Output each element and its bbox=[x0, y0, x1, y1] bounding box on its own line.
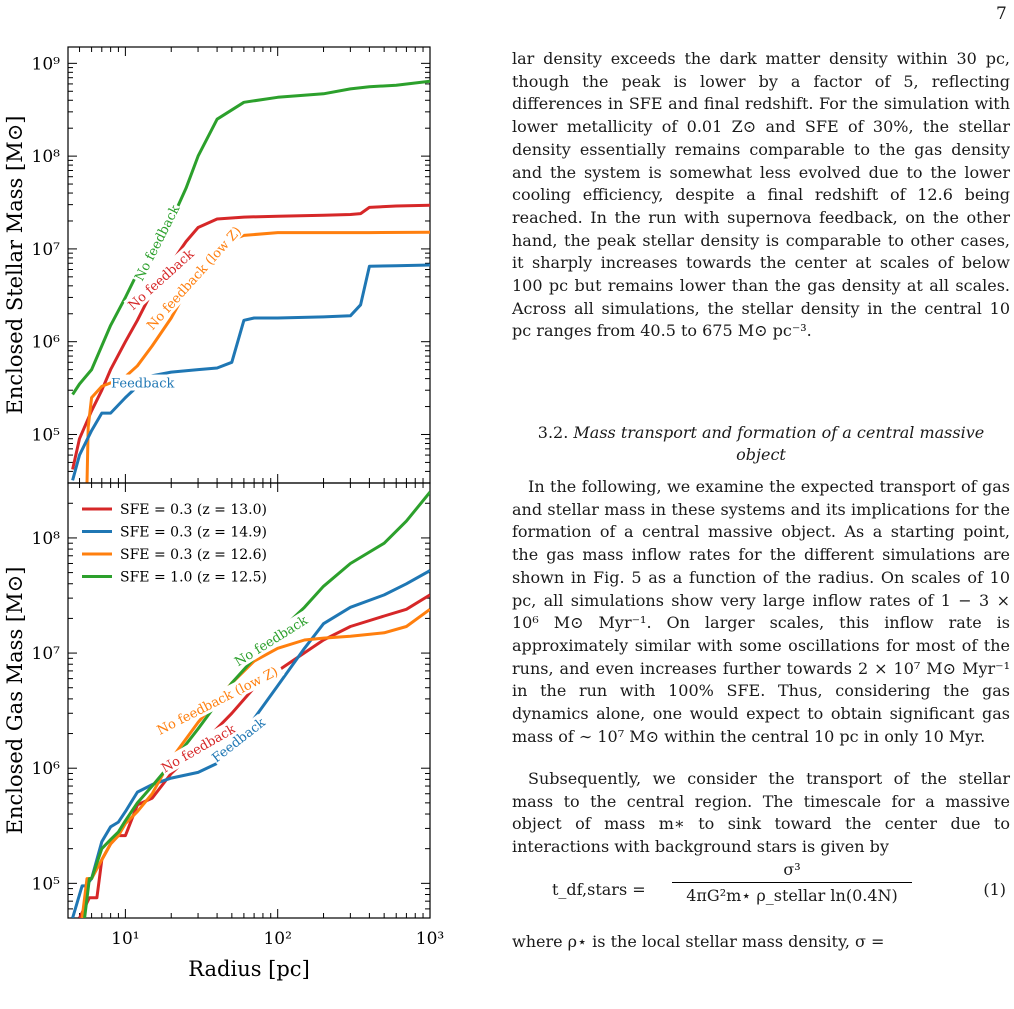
equation-numerator: σ³ bbox=[783, 860, 801, 879]
y-tick-label: 10⁷ bbox=[32, 644, 61, 664]
stellar-mass-panel: 10⁵ 10⁶ 10⁷ 10⁸ 10⁹ Enclosed Stellar Mass [M⊙… bbox=[3, 46, 431, 484]
equation-1: t_df,stars = σ³ 4πG²m⋆ ρ_stellar ln(0.4N… bbox=[512, 860, 1010, 920]
page-number: 7 bbox=[996, 4, 1007, 24]
series-line-orange bbox=[85, 230, 430, 483]
series-line-blue bbox=[71, 569, 430, 918]
equation-fraction: σ³ 4πG²m⋆ ρ_stellar ln(0.4N) bbox=[672, 860, 912, 905]
section-heading: 3.2. Mass transport and formation of a c… bbox=[512, 422, 1010, 466]
section-number: 3.2. bbox=[537, 423, 569, 442]
curve-label-bg bbox=[208, 713, 269, 766]
series-line-blue bbox=[71, 263, 430, 481]
curve-label-text: Feedback bbox=[111, 377, 174, 392]
y-tick-label: 10⁶ bbox=[32, 759, 61, 779]
curve-label-bg bbox=[130, 201, 183, 285]
equation-denominator: 4πG²m⋆ ρ_stellar ln(0.4N) bbox=[672, 882, 912, 905]
curve-label-bg bbox=[139, 219, 248, 337]
curve-label-bg bbox=[157, 719, 239, 777]
series-line-green bbox=[71, 79, 430, 396]
y-tick-label: 10⁷ bbox=[32, 240, 61, 260]
x-tick-label: 10¹ bbox=[111, 929, 139, 949]
y-tick-label: 10⁸ bbox=[32, 147, 61, 167]
curve-label-bg bbox=[123, 244, 198, 314]
legend-entry: SFE = 0.3 (z = 13.0) bbox=[120, 502, 267, 518]
y-tick-label: 10⁹ bbox=[32, 54, 61, 74]
equation-number: (1) bbox=[983, 880, 1006, 899]
curve-label-bg bbox=[149, 660, 285, 740]
series-line-red bbox=[71, 203, 430, 470]
y-axis-label: Enclosed Stellar Mass [M⊙] bbox=[3, 116, 27, 415]
legend-entry: SFE = 0.3 (z = 12.6) bbox=[120, 547, 267, 563]
legend-entry: SFE = 1.0 (z = 12.5) bbox=[120, 570, 267, 586]
paragraph-tail: where ρ⋆ is the local stellar mass densi… bbox=[512, 932, 885, 951]
series-line-green bbox=[83, 491, 430, 918]
series-line-orange bbox=[80, 608, 430, 918]
paragraph-1: lar density exceeds the dark matter dens… bbox=[512, 49, 1010, 341]
series-group bbox=[71, 491, 430, 918]
y-tick-label: 10⁵ bbox=[32, 874, 61, 894]
legend: SFE = 0.3 (z = 13.0) SFE = 0.3 (z = 14.9)… bbox=[82, 502, 267, 586]
curve-label-bg bbox=[230, 610, 312, 670]
curve-label: Feedback bbox=[110, 374, 175, 392]
figure-svg: 10⁵ 10⁶ 10⁷ 10⁸ 10⁹ Enclosed Stellar Mass [M⊙… bbox=[3, 46, 444, 981]
y-tick-label: 10⁸ bbox=[32, 529, 61, 549]
curve-label-bg bbox=[110, 374, 175, 391]
y-tick-label: 10⁵ bbox=[32, 425, 61, 445]
y-tick-label: 10⁶ bbox=[32, 333, 61, 353]
section-title: Mass transport and formation of a centra… bbox=[573, 423, 985, 464]
paragraph-2: In the following, we examine the expecte… bbox=[512, 477, 1010, 746]
series-group bbox=[71, 79, 430, 483]
gas-mass-panel: 10⁵ 10⁶ 10⁷ 10⁸ 10¹ 10² 10³ Enclosed Gas Mass [… bbox=[3, 482, 444, 981]
x-tick-label: 10² bbox=[263, 929, 291, 949]
plot-frame bbox=[67, 482, 431, 919]
legend-entry: SFE = 0.3 (z = 14.9) bbox=[120, 525, 267, 541]
y-axis-label: Enclosed Gas Mass [M⊙] bbox=[3, 567, 27, 835]
x-axis-label: Radius [pc] bbox=[188, 957, 310, 981]
paragraph-3: Subsequently, we consider the transport … bbox=[512, 769, 1010, 857]
x-tick-label: 10³ bbox=[416, 929, 444, 949]
figure: 10⁵ 10⁶ 10⁷ 10⁸ 10⁹ Enclosed Stellar Mass [M⊙… bbox=[0, 0, 470, 1009]
equation-lhs: t_df,stars = bbox=[552, 880, 646, 899]
